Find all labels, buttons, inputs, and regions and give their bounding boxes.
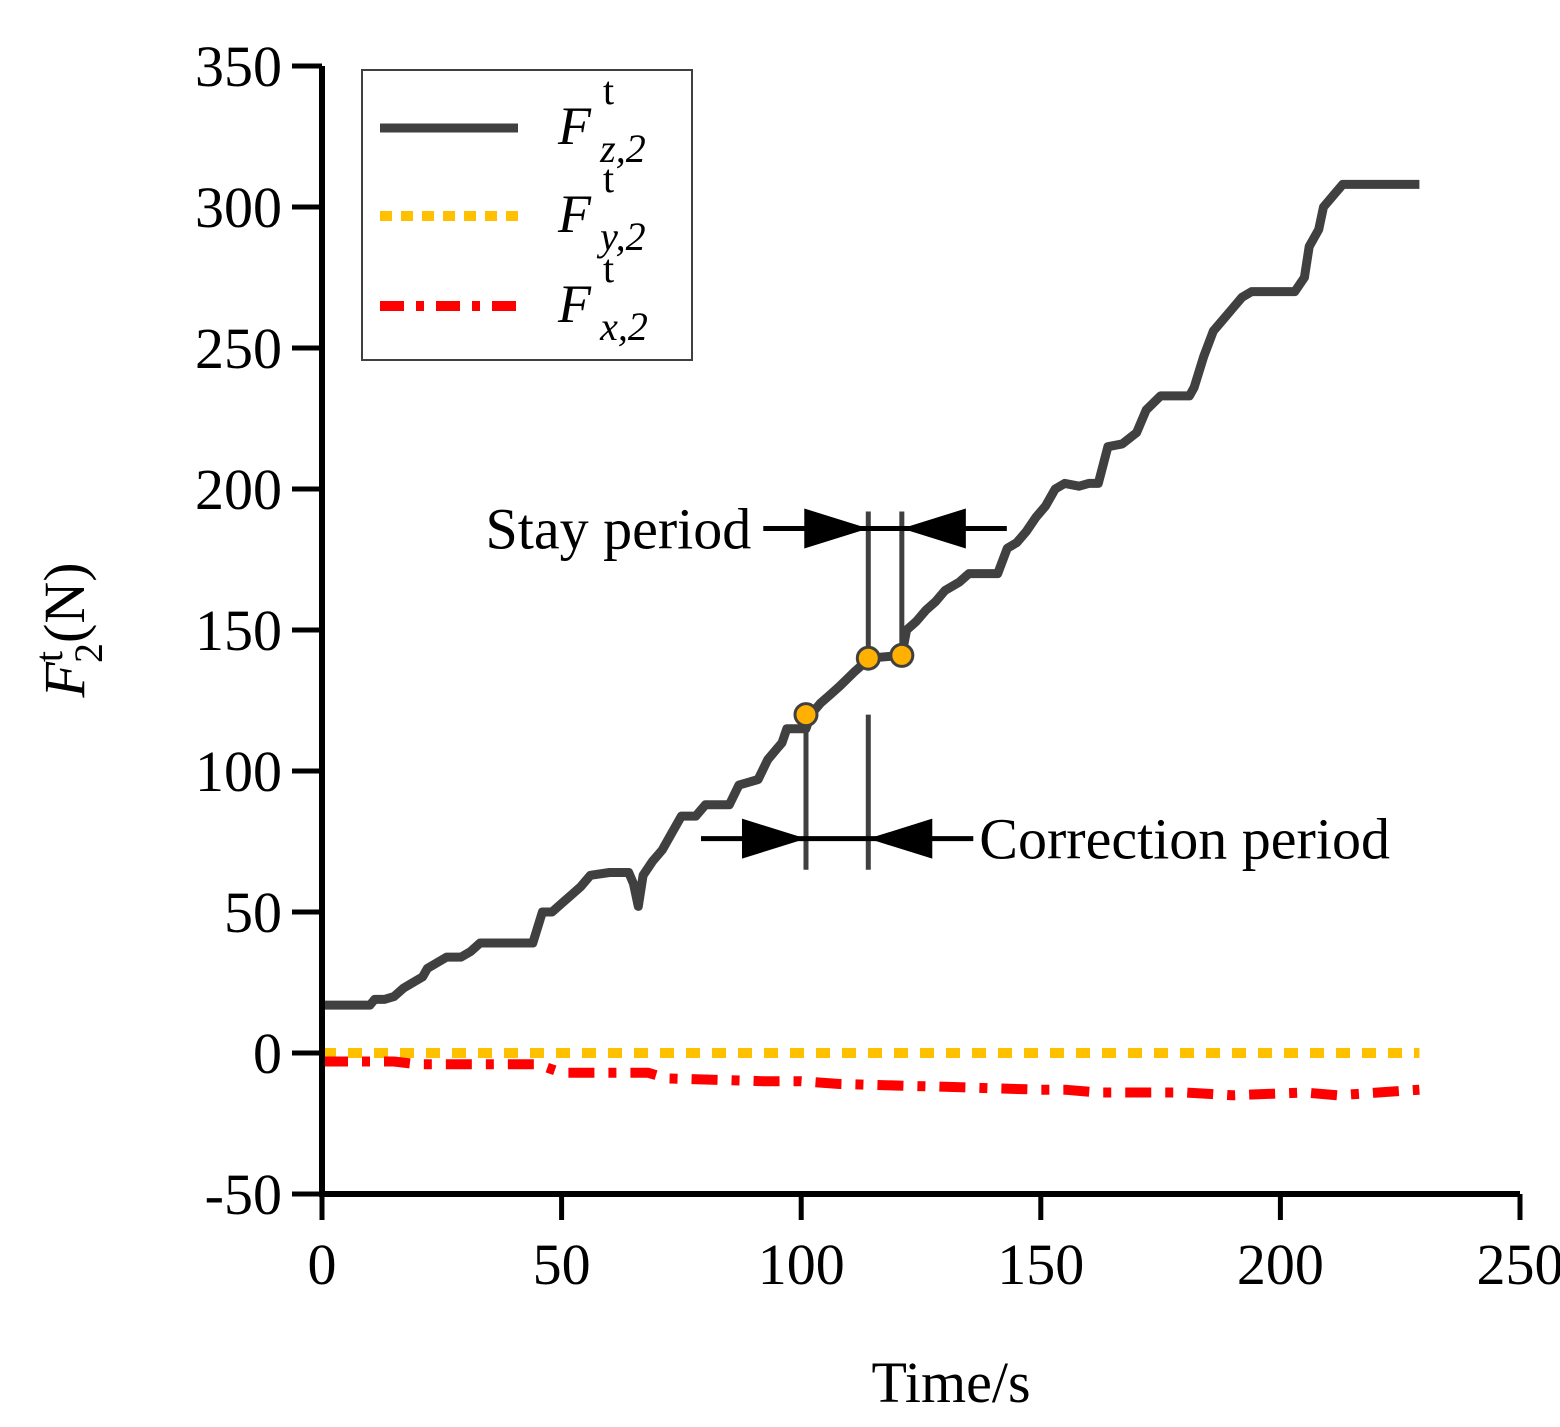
y-tick-label: -50	[205, 1162, 282, 1227]
y-axis-title: Ft2(N)	[26, 562, 111, 698]
series-line-f-x-2	[322, 1056, 1420, 1101]
y-tick-label: 300	[195, 175, 282, 240]
annotation-arrowhead	[741, 818, 806, 859]
x-tick-label: 200	[1237, 1232, 1324, 1297]
annotation-label: Correction period	[979, 807, 1390, 872]
y-tick-label: 350	[195, 34, 282, 99]
data-marker	[793, 702, 819, 728]
legend: Ft z,2Ft y,2Ft x,2	[361, 68, 693, 361]
y-tick-label: 250	[195, 316, 282, 381]
y-tick-label: 100	[195, 739, 282, 804]
x-tick-label: 100	[758, 1232, 845, 1297]
x-tick-label: 150	[997, 1232, 1084, 1297]
x-axis-title: Time/s	[871, 1350, 1030, 1415]
annotation-label: Stay period	[485, 496, 751, 561]
legend-label: Ft y,2	[557, 156, 646, 259]
annotation-layer: Stay period Correction period	[485, 496, 1390, 871]
annotation-arrowhead	[804, 508, 869, 549]
y-tick-label: 0	[253, 1021, 282, 1086]
legend-label: Ft x,2	[557, 246, 648, 349]
y-tick-label: 200	[195, 457, 282, 522]
series-layer	[322, 179, 1420, 1101]
axes: -50 0 50 100 150 200 250 300 350 0 50 100 150 200 250 T…	[26, 34, 1560, 1415]
marker-layer	[793, 642, 915, 728]
annotation-correction-period: Correction period	[700, 714, 1390, 872]
annotation-arrowhead	[901, 508, 966, 549]
data-marker	[855, 645, 881, 671]
annotation-arrowhead	[868, 818, 933, 859]
y-tick-label: 150	[195, 598, 282, 663]
y-axis-title-text: Ft2(N)	[26, 562, 111, 698]
data-marker	[889, 642, 915, 668]
series-line-f-z-2	[322, 179, 1420, 1010]
legend-label: Ft z,2	[557, 68, 646, 171]
x-tick-label: 0	[308, 1232, 337, 1297]
legend-box	[361, 69, 693, 361]
x-tick-label: 250	[1477, 1232, 1560, 1297]
y-tick-label: 50	[224, 880, 282, 945]
x-tick-label: 50	[533, 1232, 591, 1297]
annotation-stay-period: Stay period	[485, 496, 1007, 664]
